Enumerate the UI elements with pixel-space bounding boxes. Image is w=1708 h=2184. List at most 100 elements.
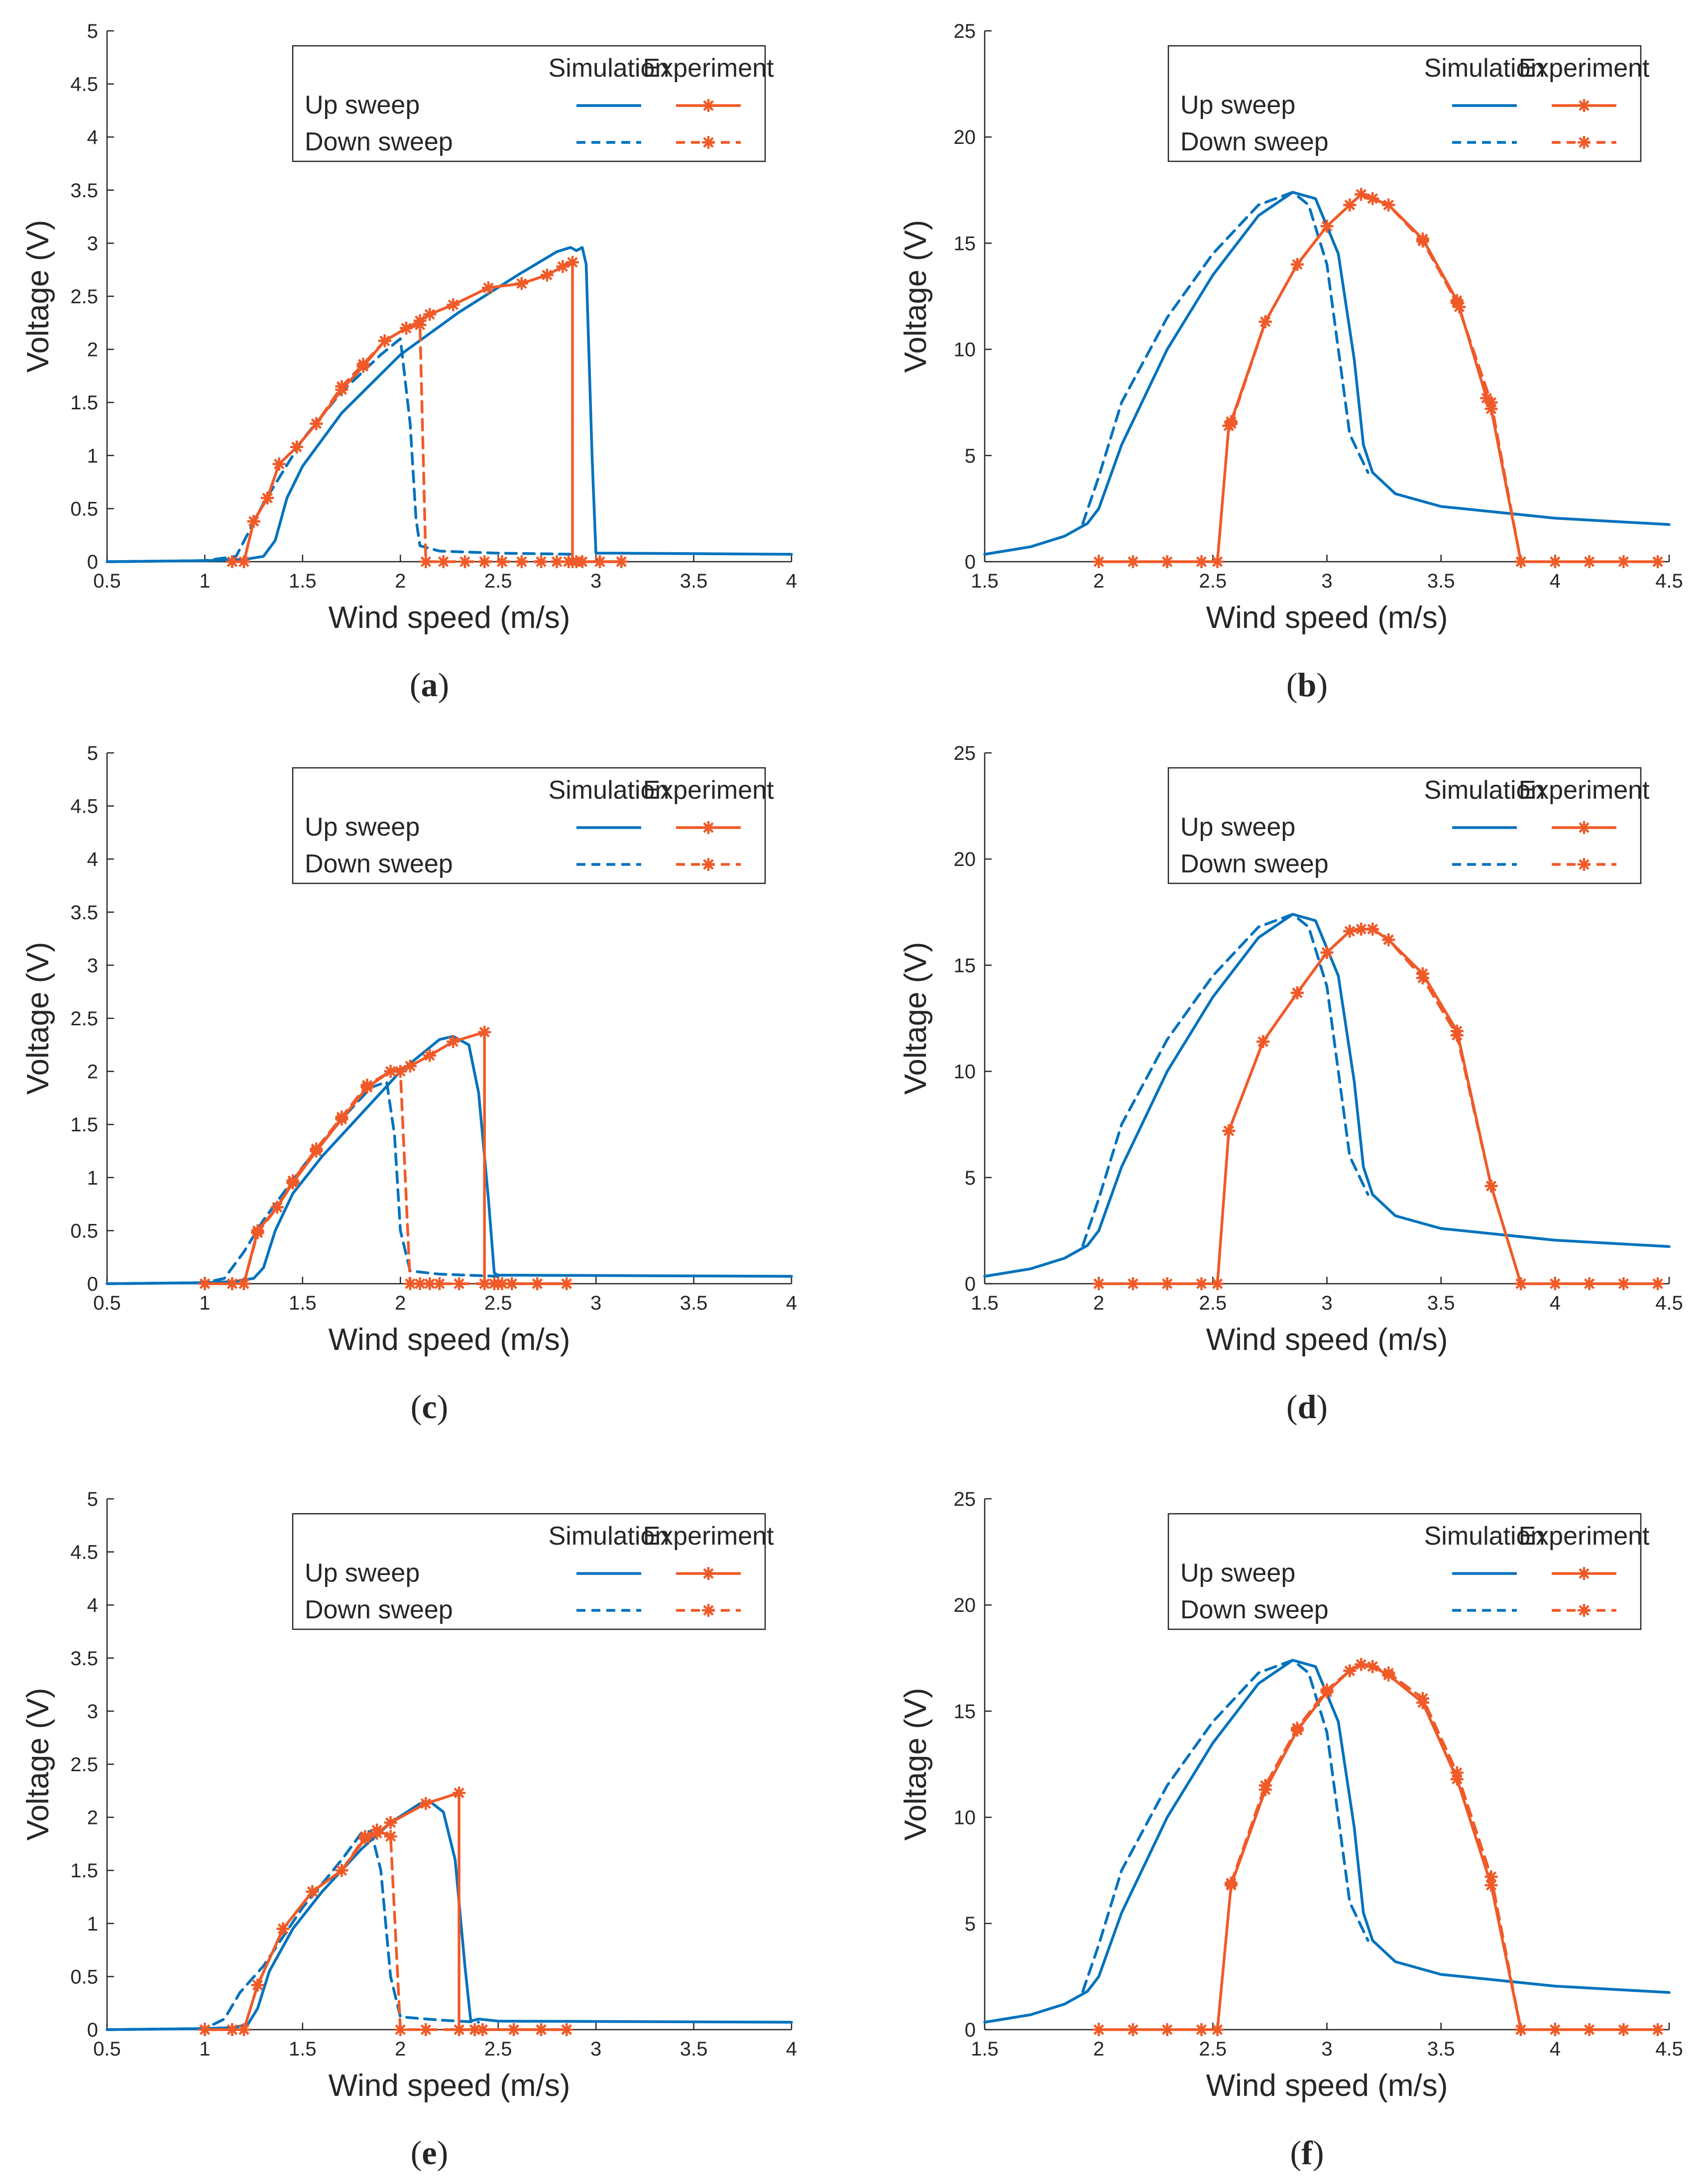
data-point-marker xyxy=(1548,1277,1562,1290)
legend-exp-up-marker xyxy=(1578,821,1591,834)
data-point-marker xyxy=(478,1277,491,1290)
legend-simulation-header: Simulation xyxy=(1424,54,1545,83)
data-point-marker xyxy=(384,1829,397,1843)
data-point-marker xyxy=(198,2023,212,2036)
legend-box xyxy=(292,767,766,884)
data-point-marker xyxy=(237,1277,250,1290)
x-tick-label: 3 xyxy=(590,2038,601,2060)
legend-up-sweep-label: Up sweep xyxy=(305,1559,420,1587)
x-tick-label: 3.5 xyxy=(1427,2038,1455,2060)
panel-caption: (d) xyxy=(1286,1388,1328,1426)
data-point-marker xyxy=(358,1829,372,1843)
y-tick-label: 2 xyxy=(87,339,98,361)
data-point-marker xyxy=(310,1142,323,1156)
caption-close-paren: ) xyxy=(437,2134,449,2172)
legend-exp-down-marker xyxy=(702,136,715,149)
data-point-marker xyxy=(458,555,471,568)
series-sim-solid xyxy=(983,1659,1671,2024)
data-point-marker xyxy=(310,417,323,430)
y-tick-label: 2 xyxy=(87,1061,98,1083)
data-point-marker xyxy=(1195,2023,1208,2036)
y-tick-label: 3 xyxy=(87,233,98,254)
legend-exp-up-marker xyxy=(1578,99,1591,112)
y-tick-label: 15 xyxy=(954,1700,976,1722)
caption-open-paren: ( xyxy=(1286,666,1298,704)
data-point-marker xyxy=(272,457,286,471)
data-point-marker xyxy=(482,281,495,294)
data-point-marker xyxy=(1366,192,1379,205)
chart-panel-d: 1.5 2 2.5 3 3.5 4 4.5 0 5 10 15 20 25 Wind speed (m/s… xyxy=(899,742,1683,1426)
y-tick-label: 5 xyxy=(965,1913,976,1935)
data-point-marker xyxy=(531,1277,544,1290)
series-sim-solid xyxy=(106,1800,793,2031)
data-point-marker xyxy=(1651,555,1665,568)
series-line xyxy=(983,1659,1671,2024)
data-point-marker xyxy=(1160,1277,1174,1290)
series-sim-dash xyxy=(1081,191,1369,525)
y-tick-label: 2.5 xyxy=(70,286,98,308)
y-tick-label: 0.5 xyxy=(70,1966,98,1988)
x-tick-label: 4 xyxy=(786,570,797,592)
series-line xyxy=(1097,193,1659,563)
legend-box xyxy=(1167,45,1642,162)
data-point-marker xyxy=(1211,2023,1224,2036)
legend-up-sweep-label: Up sweep xyxy=(305,91,420,120)
data-point-marker xyxy=(226,2023,239,2036)
data-point-marker xyxy=(1416,235,1429,248)
data-point-marker xyxy=(1092,555,1106,568)
series-sim-solid xyxy=(106,246,793,563)
legend-exp-down-marker xyxy=(1578,858,1591,871)
x-tick-label: 4.5 xyxy=(1655,570,1683,592)
legend-experiment-header: Experiment xyxy=(1519,1522,1650,1551)
caption-letter: b xyxy=(1298,666,1317,704)
legend-experiment-header: Experiment xyxy=(1519,776,1650,805)
data-point-marker xyxy=(356,358,370,371)
data-point-marker xyxy=(468,2023,481,2036)
legend-up-sweep-label: Up sweep xyxy=(1180,91,1295,120)
panel-caption: (a) xyxy=(410,666,449,704)
x-axis-label: Wind speed (m/s) xyxy=(1206,1323,1448,1357)
data-point-marker xyxy=(560,1277,573,1290)
series-exp-dash xyxy=(1225,188,1528,568)
y-tick-label: 20 xyxy=(954,849,976,870)
data-point-marker xyxy=(237,555,250,568)
y-tick-label: 5 xyxy=(965,445,976,467)
caption-letter: a xyxy=(421,666,438,704)
data-point-marker xyxy=(290,440,304,454)
x-tick-label: 2 xyxy=(395,2038,406,2060)
chart-panel-b: 1.5 2 2.5 3 3.5 4 4.5 0 5 10 15 20 25 Wind speed (m/s… xyxy=(899,20,1683,704)
series-exp-dash xyxy=(198,1823,573,2036)
series-sim-solid xyxy=(106,1035,793,1285)
data-point-marker xyxy=(413,318,427,332)
x-axis-label: Wind speed (m/s) xyxy=(1206,2068,1448,2103)
legend-up-sweep-label: Up sweep xyxy=(1180,1559,1295,1587)
y-tick-label: 5 xyxy=(965,1167,976,1189)
legend-simulation-header: Simulation xyxy=(549,1522,670,1551)
y-tick-label: 4.5 xyxy=(70,796,98,818)
data-point-marker xyxy=(1450,1029,1464,1042)
y-tick-label: 4 xyxy=(87,126,98,148)
y-tick-label: 3.5 xyxy=(70,180,98,202)
data-point-marker xyxy=(1382,933,1395,947)
y-axis-label: Voltage (V) xyxy=(21,1688,55,1841)
chart-panel-f: 1.5 2 2.5 3 3.5 4 4.5 0 5 10 15 20 25 Wind speed (m/s… xyxy=(899,1488,1683,2172)
caption-open-paren: ( xyxy=(411,2134,422,2172)
data-point-marker xyxy=(247,514,260,528)
x-tick-label: 2.5 xyxy=(1199,1292,1227,1314)
data-point-marker xyxy=(226,555,239,568)
y-tick-label: 5 xyxy=(87,742,98,764)
series-line xyxy=(106,337,578,563)
data-point-marker xyxy=(562,555,575,568)
x-tick-label: 4 xyxy=(786,1292,797,1314)
x-tick-label: 1 xyxy=(199,570,210,592)
data-point-marker xyxy=(226,1277,239,1290)
caption-close-paren: ) xyxy=(1316,1388,1328,1426)
data-point-marker xyxy=(1290,986,1304,999)
data-point-marker xyxy=(1290,1721,1304,1735)
series-line xyxy=(1230,193,1522,563)
series-exp-solid xyxy=(1092,1658,1665,2036)
data-point-marker xyxy=(1258,315,1272,329)
data-point-marker xyxy=(1355,1658,1368,1671)
data-point-marker xyxy=(1225,1876,1238,1890)
